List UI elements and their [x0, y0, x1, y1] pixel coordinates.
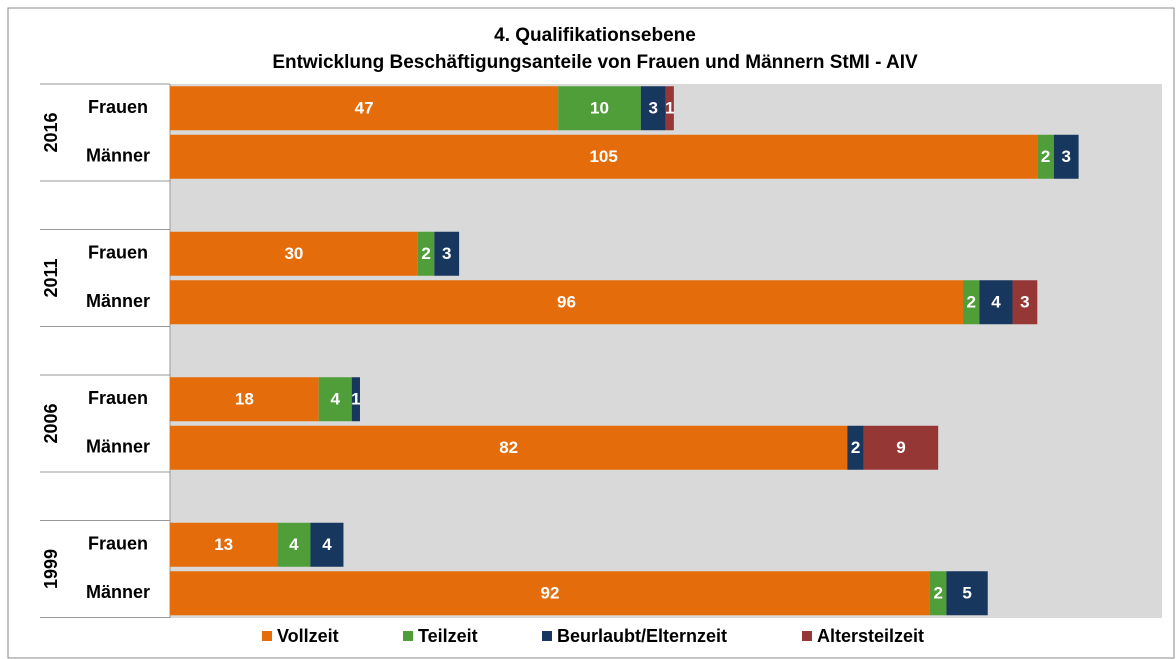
bar-segment: [170, 231, 418, 276]
bar-segment: [417, 231, 435, 276]
chart-title: 4. Qualifikationsebene: [494, 25, 696, 46]
data-label: 4: [330, 390, 340, 409]
bar-segment: [962, 280, 980, 325]
data-label: 5: [962, 584, 971, 603]
chart-subtitle: Entwicklung Beschäftigungsanteile von Fr…: [272, 52, 918, 73]
group-label: 1999: [41, 549, 61, 589]
bar-segment: [434, 231, 460, 276]
legend-swatch: [542, 631, 552, 641]
data-label: 2: [933, 584, 942, 603]
y-tick-label: Männer: [86, 291, 150, 311]
bar-segment: [640, 86, 666, 131]
bar-segment: [170, 377, 319, 422]
legend-label: Teilzeit: [418, 626, 478, 646]
y-tick-label: Männer: [86, 146, 150, 166]
legend-swatch: [262, 631, 272, 641]
bar-segment: [351, 377, 360, 422]
data-label: 4: [322, 535, 332, 554]
data-label: 3: [442, 244, 451, 263]
data-label: 10: [590, 99, 609, 118]
group-label: 2011: [41, 258, 61, 297]
data-label: 1: [665, 99, 674, 118]
data-label: 3: [1061, 147, 1070, 166]
data-label: 4: [991, 293, 1001, 312]
data-label: 96: [557, 293, 576, 312]
data-label: 13: [214, 535, 233, 554]
data-label: 2: [1041, 147, 1050, 166]
legend-label: Beurlaubt/Elternzeit: [557, 626, 727, 646]
y-tick-label: Männer: [86, 582, 150, 602]
data-label: 3: [648, 99, 657, 118]
data-label: 47: [355, 99, 374, 118]
bar-segment: [929, 571, 947, 616]
bar-segment: [310, 522, 344, 567]
bar-segment: [170, 571, 930, 616]
bar-segment: [946, 571, 988, 616]
bar-segment: [847, 425, 864, 470]
bar-segment: [277, 522, 311, 567]
data-label: 4: [289, 535, 299, 554]
bar-segment: [170, 425, 848, 470]
data-label: 92: [540, 584, 559, 603]
bar-segment: [170, 522, 278, 567]
data-label: 105: [589, 147, 617, 166]
data-label: 2: [851, 438, 860, 457]
legend-label: Vollzeit: [277, 626, 339, 646]
bar-segment: [318, 377, 352, 422]
legend-label: Altersteilzeit: [817, 626, 924, 646]
data-label: 2: [421, 244, 430, 263]
data-label: 9: [896, 438, 905, 457]
data-label: 3: [1020, 293, 1029, 312]
bar-segment: [170, 134, 1038, 179]
y-tick-label: Frauen: [88, 388, 148, 408]
data-label: 82: [499, 438, 518, 457]
data-label: 1: [351, 390, 360, 409]
y-tick-label: Frauen: [88, 243, 148, 263]
bar-segment: [665, 86, 674, 131]
data-label: 18: [235, 390, 254, 409]
bar-segment: [1012, 280, 1038, 325]
bar-segment: [1053, 134, 1079, 179]
data-label: 2: [966, 293, 975, 312]
bar-segment: [170, 280, 963, 325]
legend-swatch: [802, 631, 812, 641]
group-label: 2006: [41, 403, 61, 443]
y-tick-label: Frauen: [88, 534, 148, 554]
bar-segment: [558, 86, 641, 131]
bar-segment: [170, 86, 559, 131]
data-label: 30: [284, 244, 303, 263]
legend-swatch: [403, 631, 413, 641]
bar-segment: [979, 280, 1013, 325]
group-label: 2016: [41, 112, 61, 152]
bar-segment: [1037, 134, 1054, 179]
y-tick-label: Männer: [86, 437, 150, 457]
y-tick-label: Frauen: [88, 97, 148, 117]
bar-segment: [863, 425, 939, 470]
